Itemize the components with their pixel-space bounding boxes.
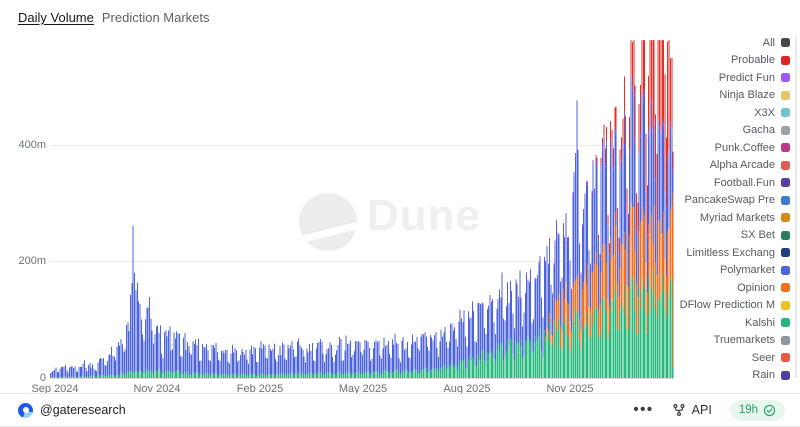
legend-color-swatch bbox=[781, 230, 790, 240]
y-tick-label: 200m bbox=[18, 255, 46, 267]
legend-item-kalshi[interactable]: Kalshi bbox=[680, 314, 790, 332]
legend-item-probable[interactable]: Probable bbox=[680, 52, 790, 70]
legend-item-label: Probable bbox=[730, 54, 775, 67]
legend-item-label: Ninja Blaze bbox=[719, 89, 775, 102]
legend-scrollbar[interactable] bbox=[795, 36, 797, 378]
legend-color-swatch bbox=[781, 38, 790, 48]
legend-item-all[interactable]: All bbox=[680, 34, 790, 52]
legend-color-swatch bbox=[781, 125, 790, 135]
legend-color-swatch bbox=[781, 90, 790, 100]
legend-color-swatch bbox=[781, 178, 790, 188]
legend-color-swatch bbox=[781, 195, 790, 205]
legend-item-gacha[interactable]: Gacha bbox=[680, 122, 790, 140]
legend-item-dflow-prediction-m[interactable]: DFlow Prediction M bbox=[680, 297, 790, 315]
footer-actions: ••• API 19h bbox=[633, 399, 785, 421]
legend-item-opinion[interactable]: Opinion bbox=[680, 279, 790, 297]
chart-subtitle: Prediction Markets bbox=[101, 10, 210, 25]
legend-item-seer[interactable]: Seer bbox=[680, 349, 790, 367]
legend-item-label: Polymarket bbox=[719, 264, 775, 277]
legend-item-label: Rain bbox=[752, 369, 775, 382]
legend-item-label: Punk.Coffee bbox=[714, 141, 775, 154]
legend-color-swatch bbox=[781, 353, 790, 363]
footer-bar: @gateresearch ••• API 19h bbox=[0, 393, 800, 426]
author-link[interactable]: @gateresearch bbox=[18, 402, 126, 418]
legend-item-label: DFlow Prediction M bbox=[679, 299, 775, 312]
legend-item-label: SX Bet bbox=[740, 229, 775, 242]
gate-logo-icon bbox=[18, 402, 33, 418]
legend-color-swatch bbox=[781, 248, 790, 258]
stacked-bar-chart-canvas bbox=[50, 40, 674, 378]
legend-color-swatch bbox=[781, 370, 790, 380]
y-tick-label: 0 bbox=[39, 372, 46, 384]
legend-item-football-fun[interactable]: Football.Fun bbox=[680, 174, 790, 192]
chart-header: Daily Volume Prediction Markets bbox=[18, 10, 210, 25]
legend: All Probable Predict Fun Ninja Blaze X3X Gach… bbox=[680, 34, 790, 384]
y-tick-label: 400m bbox=[18, 139, 46, 151]
legend-item-punk-coffee[interactable]: Punk.Coffee bbox=[680, 139, 790, 157]
fork-icon bbox=[673, 404, 685, 417]
legend-color-swatch bbox=[781, 108, 790, 118]
x-tick-label: Aug 2025 bbox=[443, 383, 491, 395]
author-handle: @gateresearch bbox=[40, 403, 126, 417]
legend-item-label: X3X bbox=[754, 106, 775, 119]
x-tick-label: May 2025 bbox=[338, 383, 388, 395]
legend-item-rain[interactable]: Rain bbox=[680, 367, 790, 385]
legend-item-label: Limitless Exchang bbox=[686, 246, 775, 259]
freshness-age: 19h bbox=[738, 404, 758, 416]
plot-area bbox=[50, 40, 674, 379]
legend-item-sx-bet[interactable]: SX Bet bbox=[680, 227, 790, 245]
legend-color-swatch bbox=[781, 335, 790, 345]
legend-item-label: All bbox=[762, 36, 775, 49]
x-tick-label: Feb 2025 bbox=[236, 383, 284, 395]
check-circle-icon bbox=[763, 404, 776, 416]
legend-item-label: Opinion bbox=[737, 281, 775, 294]
legend-item-label: PancakeSwap Pre bbox=[684, 194, 776, 207]
legend-color-swatch bbox=[781, 55, 790, 65]
api-label: API bbox=[691, 403, 712, 417]
legend-item-label: Football.Fun bbox=[713, 176, 775, 189]
legend-item-x3x[interactable]: X3X bbox=[680, 104, 790, 122]
legend-color-swatch bbox=[781, 160, 790, 170]
legend-color-swatch bbox=[781, 265, 790, 275]
legend-item-alpha-arcade[interactable]: Alpha Arcade bbox=[680, 157, 790, 175]
legend-item-ninja-blaze[interactable]: Ninja Blaze bbox=[680, 87, 790, 105]
legend-color-swatch bbox=[781, 300, 790, 310]
legend-item-predict-fun[interactable]: Predict Fun bbox=[680, 69, 790, 87]
legend-item-pancakeswap-pre[interactable]: PancakeSwap Pre bbox=[680, 192, 790, 210]
legend-item-myriad-markets[interactable]: Myriad Markets bbox=[680, 209, 790, 227]
legend-color-swatch bbox=[781, 318, 790, 328]
x-tick-label: Nov 2024 bbox=[133, 383, 181, 395]
legend-item-label: Kalshi bbox=[745, 316, 775, 329]
legend-item-label: Predict Fun bbox=[718, 71, 775, 84]
legend-item-label: Myriad Markets bbox=[699, 211, 775, 224]
legend-item-label: Alpha Arcade bbox=[709, 159, 775, 172]
legend-color-swatch bbox=[781, 143, 790, 153]
legend-color-swatch bbox=[781, 73, 790, 83]
api-button[interactable]: API bbox=[672, 403, 712, 417]
data-freshness-badge[interactable]: 19h bbox=[729, 399, 785, 421]
legend-color-swatch bbox=[781, 213, 790, 223]
query-title-link[interactable]: Daily Volume bbox=[18, 10, 94, 25]
legend-item-label: Gacha bbox=[742, 124, 775, 137]
legend-item-truemarkets[interactable]: Truemarkets bbox=[680, 332, 790, 350]
legend-item-limitless-exchang[interactable]: Limitless Exchang bbox=[680, 244, 790, 262]
legend-color-swatch bbox=[781, 283, 790, 293]
more-options-button[interactable]: ••• bbox=[633, 401, 654, 418]
legend-item-label: Seer bbox=[751, 351, 775, 364]
x-tick-label: Sep 2024 bbox=[31, 383, 79, 395]
legend-item-label: Truemarkets bbox=[713, 334, 775, 347]
legend-item-polymarket[interactable]: Polymarket bbox=[680, 262, 790, 280]
x-tick-label: Nov 2025 bbox=[546, 383, 594, 395]
